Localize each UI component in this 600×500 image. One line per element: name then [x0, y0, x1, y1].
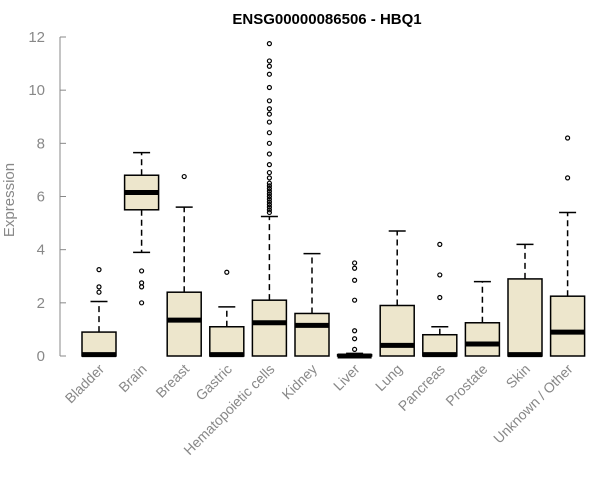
y-axis-label: Expression — [1, 163, 18, 237]
box-group — [251, 41, 288, 357]
outlier-point — [266, 180, 272, 186]
outlier-point — [266, 71, 272, 77]
outlier-point — [96, 267, 102, 273]
box-group — [294, 252, 330, 357]
outlier-point — [437, 294, 443, 301]
box-group — [123, 151, 160, 306]
outlier-point — [352, 297, 358, 303]
box-iqr — [507, 278, 543, 357]
outlier-point — [437, 272, 443, 278]
box-group — [422, 241, 458, 358]
outlier-point — [266, 191, 272, 197]
box-group — [166, 173, 202, 357]
x-tick-label: Skin — [503, 361, 534, 392]
outlier-point — [266, 207, 272, 213]
x-tick-label: Brain — [115, 361, 149, 395]
outlier-point — [266, 119, 272, 125]
box-iqr — [379, 304, 415, 357]
y-tick-label: 6 — [37, 189, 45, 206]
outlier-point — [266, 130, 272, 136]
chart-title: ENSG00000086506 - HBQ1 — [232, 11, 421, 28]
outlier-point — [266, 162, 272, 168]
box-group — [379, 230, 415, 357]
outlier-point — [139, 280, 145, 286]
outlier-point — [266, 209, 272, 216]
y-tick-label: 0 — [37, 348, 45, 365]
outlier-point — [564, 135, 571, 141]
outlier-point — [266, 196, 272, 202]
box-group — [209, 269, 245, 358]
outlier-point — [266, 111, 272, 117]
box-group — [336, 260, 373, 359]
outlier-point — [266, 106, 272, 112]
outlier-point — [266, 188, 272, 194]
y-axis: 0 2 4 6 8 10 12 — [28, 29, 66, 365]
outlier-point — [266, 199, 272, 205]
outlier-point — [266, 98, 272, 104]
outlier-point — [564, 175, 571, 181]
box-group — [464, 280, 501, 357]
outlier-point — [266, 175, 272, 181]
x-tick-label: Pancreas — [395, 361, 448, 414]
box-group — [81, 267, 117, 358]
outlier-point — [266, 183, 272, 189]
outlier-point — [266, 193, 272, 200]
outlier-point — [139, 300, 145, 306]
outlier-point — [352, 277, 358, 283]
outlier-point — [181, 173, 187, 180]
x-tick-label: Unknown / Other — [490, 361, 576, 447]
box-iqr — [549, 295, 586, 357]
x-tick-label: Gastric — [192, 361, 235, 404]
outlier-point — [266, 151, 272, 157]
outlier-point — [352, 260, 358, 266]
box-group — [507, 243, 543, 358]
y-tick-label: 12 — [28, 29, 45, 46]
box-iqr — [166, 291, 202, 357]
x-tick-label: Kidney — [279, 361, 321, 403]
box-iqr — [464, 322, 501, 357]
outlier-point — [266, 204, 272, 210]
box-group — [549, 135, 586, 357]
outlier-point — [139, 268, 145, 274]
y-tick-label: 2 — [37, 295, 45, 312]
x-tick-label: Lung — [372, 361, 405, 394]
box-iqr — [251, 299, 288, 357]
outlier-point — [96, 289, 102, 295]
x-tick-label: Breast — [152, 361, 192, 401]
outlier-point — [266, 41, 272, 47]
outlier-point — [96, 284, 102, 290]
boxes-layer — [81, 41, 586, 359]
outlier-point — [352, 346, 358, 352]
y-tick-label: 8 — [37, 135, 45, 152]
box-iqr — [209, 326, 245, 357]
outlier-point — [224, 269, 230, 275]
x-tick-label: Prostate — [442, 361, 490, 409]
outlier-point — [437, 241, 443, 247]
outlier-point — [266, 169, 272, 176]
outlier-point — [266, 185, 272, 192]
outlier-point — [352, 328, 358, 334]
y-tick-label: 4 — [37, 242, 45, 259]
outlier-point — [266, 84, 272, 91]
outlier-point — [266, 58, 272, 64]
outlier-point — [352, 265, 358, 271]
outlier-point — [266, 63, 272, 69]
x-tick-label: Bladder — [62, 361, 108, 407]
outlier-point — [266, 201, 272, 208]
outlier-point — [352, 336, 358, 342]
outlier-point — [266, 140, 272, 146]
y-tick-label: 10 — [28, 82, 45, 99]
x-tick-label: Liver — [330, 361, 363, 394]
box-iqr — [294, 312, 330, 357]
